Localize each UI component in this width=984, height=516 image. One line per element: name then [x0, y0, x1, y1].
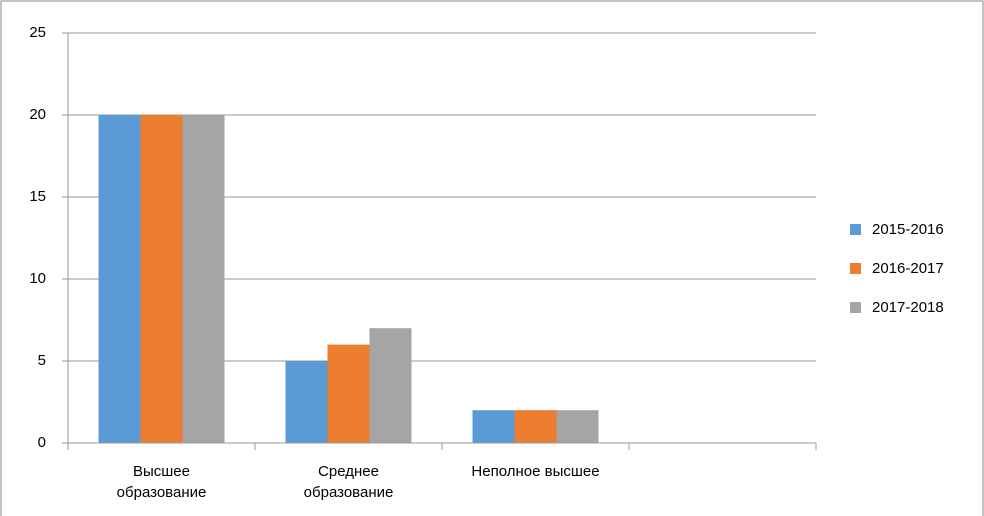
bar	[140, 115, 183, 443]
bar	[98, 115, 141, 443]
y-tick-label: 0	[38, 434, 46, 451]
legend-label: 2015-2016	[872, 221, 944, 238]
legend-label: 2016-2017	[872, 260, 944, 277]
legend-label: 2017-2018	[872, 299, 944, 316]
y-tick-label: 15	[29, 188, 46, 205]
y-tick-label: 20	[29, 106, 46, 123]
x-tick-label: Высшее образование	[116, 463, 207, 501]
y-tick-label: 10	[29, 270, 46, 287]
bar	[327, 344, 370, 443]
legend-swatch	[850, 302, 861, 313]
bar	[369, 328, 412, 443]
x-tick-label: Среднее образование	[303, 463, 394, 501]
bar	[556, 410, 599, 443]
legend-swatch	[850, 263, 861, 274]
bar	[472, 410, 515, 443]
y-tick-label: 5	[38, 352, 46, 369]
legend-swatch	[850, 224, 861, 235]
bar	[285, 361, 328, 443]
x-tick-label: Неполное высшее	[471, 463, 600, 480]
y-tick-label: 25	[29, 24, 46, 41]
bar	[514, 410, 557, 443]
bar	[182, 115, 225, 443]
